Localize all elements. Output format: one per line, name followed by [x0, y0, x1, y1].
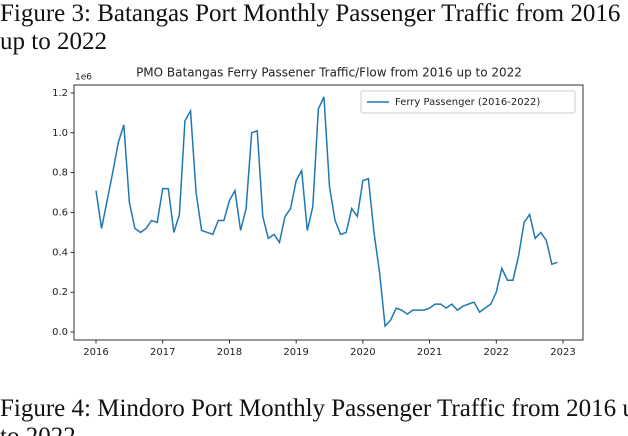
y-tick-label: 1.2	[52, 88, 68, 99]
x-tick-label: 2020	[350, 347, 375, 358]
y-tick-label: 0.0	[52, 327, 68, 338]
chart: PMO Batangas Ferry Passener Traffic/Flow…	[52, 66, 584, 358]
y-tick-label: 0.4	[52, 247, 68, 258]
x-tick-label: 2021	[417, 347, 442, 358]
x-tick-label: 2022	[484, 347, 509, 358]
x-tick-label: 2019	[283, 347, 308, 358]
legend-label: Ferry Passenger (2016-2022)	[395, 97, 540, 108]
y-tick-label: 1.0	[52, 128, 68, 139]
figure-caption: Figure 4: Mindoro Port Monthly Passenger…	[0, 395, 628, 436]
data-line	[95, 96, 558, 328]
x-tick-label: 2023	[550, 347, 575, 358]
y-tick-label: 0.6	[52, 208, 68, 219]
y-tick-label: 0.2	[52, 287, 68, 298]
figure-caption: Figure 3: Batangas Port Monthly Passenge…	[0, 0, 621, 55]
chart-title: PMO Batangas Ferry Passener Traffic/Flow…	[136, 66, 522, 80]
y-tick-label: 0.8	[52, 168, 68, 179]
x-tick-label: 2017	[150, 347, 175, 358]
axis-multiplier: 1e6	[75, 73, 92, 83]
x-tick-label: 2016	[83, 347, 108, 358]
plot-frame	[73, 84, 584, 341]
legend-box	[360, 90, 576, 114]
x-tick-label: 2018	[217, 347, 242, 358]
